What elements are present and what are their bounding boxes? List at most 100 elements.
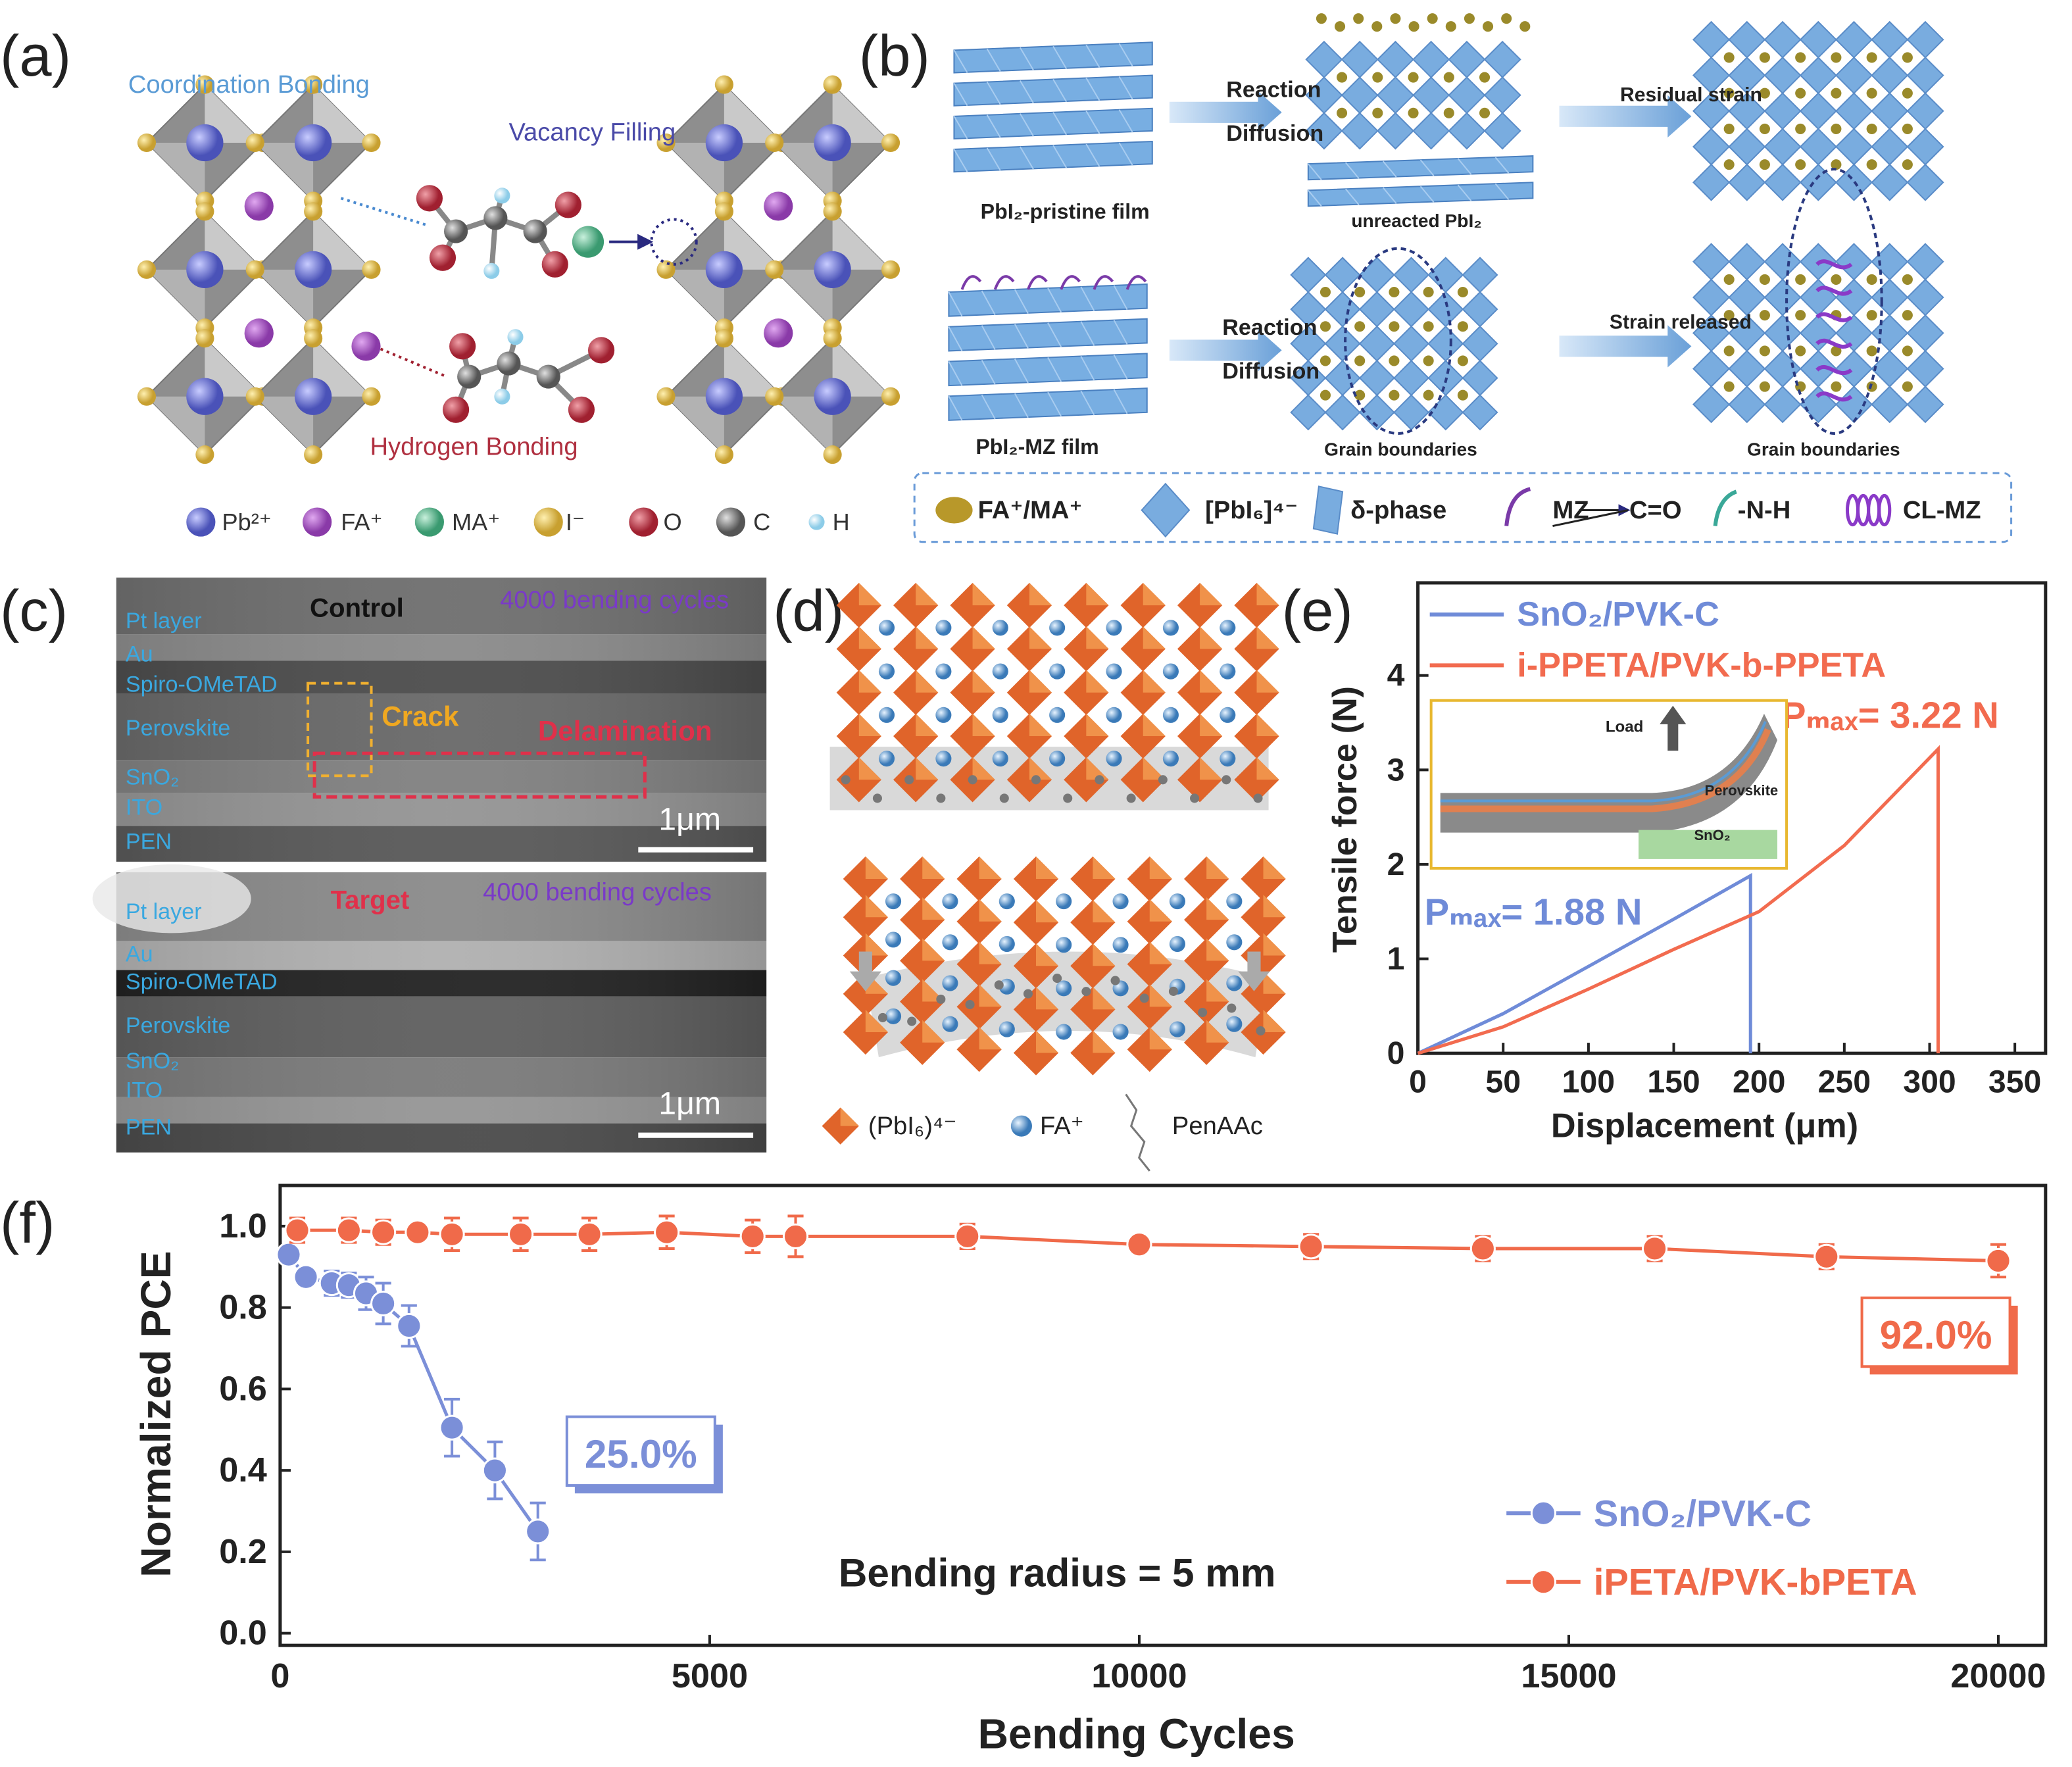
atom bbox=[483, 206, 508, 230]
legend-arrow bbox=[1552, 509, 1629, 528]
marker bbox=[481, 1457, 508, 1483]
ligand bbox=[1198, 1007, 1208, 1018]
slab-edge bbox=[981, 290, 996, 316]
cation bbox=[1831, 52, 1842, 63]
cation bbox=[1423, 321, 1434, 332]
vacancy bbox=[650, 218, 698, 266]
cation bbox=[1866, 345, 1877, 357]
octahedron bbox=[1728, 349, 1766, 388]
cation bbox=[1353, 13, 1364, 24]
octahedron bbox=[1835, 56, 1873, 95]
legend-symbol bbox=[716, 507, 746, 537]
grain-boundary bbox=[1785, 168, 1883, 435]
octahedron bbox=[1871, 56, 1909, 95]
marker bbox=[1641, 1235, 1668, 1262]
cation bbox=[1795, 123, 1806, 134]
octahedron bbox=[1412, 76, 1450, 114]
slab-edge bbox=[948, 326, 963, 351]
octahedron bbox=[1728, 128, 1766, 166]
octahedron bbox=[1692, 128, 1731, 166]
slab-edge bbox=[948, 395, 963, 421]
octahedron bbox=[1871, 163, 1909, 201]
atom bbox=[814, 251, 851, 288]
slab-edge bbox=[981, 394, 996, 420]
marker bbox=[439, 1414, 465, 1441]
cation bbox=[1902, 87, 1913, 99]
legend-symbol bbox=[303, 507, 332, 537]
arrow bbox=[1559, 325, 1692, 368]
octahedron bbox=[1728, 386, 1766, 424]
slab-edge bbox=[953, 49, 968, 74]
cation bbox=[1723, 310, 1735, 321]
cation bbox=[1220, 751, 1236, 767]
step-label: Reaction bbox=[1226, 78, 1321, 103]
delamination-box bbox=[312, 751, 647, 799]
pbi6-face bbox=[1149, 856, 1172, 879]
slab-edge bbox=[1014, 289, 1029, 314]
legend-box bbox=[913, 472, 2013, 543]
pbi6-face bbox=[1263, 856, 1286, 879]
pbi6-face bbox=[1256, 670, 1279, 693]
atom bbox=[195, 75, 214, 94]
octahedron bbox=[1871, 278, 1909, 316]
cation bbox=[1902, 52, 1913, 63]
atom bbox=[304, 329, 323, 348]
cation bbox=[1106, 751, 1122, 767]
pbi6-face bbox=[1263, 933, 1286, 956]
panel-label: (b) bbox=[859, 23, 930, 88]
cation bbox=[1389, 321, 1400, 332]
pbi6-face bbox=[1149, 984, 1172, 1007]
layer-label: SnO₂ bbox=[126, 1049, 180, 1074]
atom bbox=[195, 445, 214, 464]
cation bbox=[935, 751, 952, 767]
slab-edge bbox=[986, 114, 1001, 138]
slab-edge bbox=[1052, 45, 1068, 70]
slab-edge bbox=[1113, 285, 1128, 311]
octahedron bbox=[1764, 128, 1802, 166]
cation bbox=[885, 970, 902, 986]
annotation: 25.0% bbox=[585, 1431, 697, 1476]
octahedron bbox=[1483, 40, 1521, 78]
octahedron bbox=[1906, 386, 1944, 424]
ligand bbox=[1139, 993, 1149, 1003]
x-tick-label: 150 bbox=[1647, 1064, 1700, 1100]
octahedron bbox=[1871, 243, 1909, 281]
atom bbox=[304, 75, 323, 94]
y-tick-label: 0.6 bbox=[219, 1370, 267, 1408]
cation bbox=[1226, 975, 1243, 991]
legend-symbol bbox=[1141, 482, 1191, 538]
ligand bbox=[1081, 987, 1091, 997]
cation bbox=[1759, 310, 1770, 321]
pbi6-face bbox=[922, 856, 945, 879]
cation bbox=[878, 751, 895, 767]
annotation: Crack bbox=[382, 701, 459, 732]
octahedron bbox=[1906, 314, 1944, 352]
cl-mz bbox=[1815, 364, 1853, 376]
octahedron bbox=[1835, 128, 1873, 166]
inset-substrate bbox=[1639, 830, 1778, 859]
slab-edge bbox=[1080, 355, 1095, 381]
cation bbox=[1389, 286, 1400, 298]
cation bbox=[1226, 1016, 1243, 1032]
slab-edge bbox=[948, 291, 963, 317]
image-title: Target bbox=[331, 885, 410, 915]
annotation: Pₘₐₓ= 1.88 N bbox=[1425, 891, 1642, 933]
y-tick-label: 0.0 bbox=[219, 1614, 267, 1653]
ligand bbox=[877, 1012, 887, 1022]
marker bbox=[576, 1221, 603, 1247]
cation bbox=[1408, 72, 1419, 83]
atom bbox=[186, 378, 224, 415]
y-axis-label: Tensile force (N) bbox=[1326, 686, 1364, 953]
cation bbox=[1445, 21, 1456, 32]
legend-symbol bbox=[808, 514, 825, 530]
octahedron bbox=[1764, 278, 1802, 316]
atom bbox=[823, 445, 842, 464]
marker bbox=[370, 1290, 397, 1317]
marker bbox=[525, 1518, 551, 1545]
ligand bbox=[1023, 989, 1033, 999]
marker bbox=[276, 1241, 302, 1268]
atom bbox=[705, 251, 743, 288]
x-tick-label: 20000 bbox=[1950, 1657, 2046, 1695]
sem-glare bbox=[92, 864, 251, 933]
